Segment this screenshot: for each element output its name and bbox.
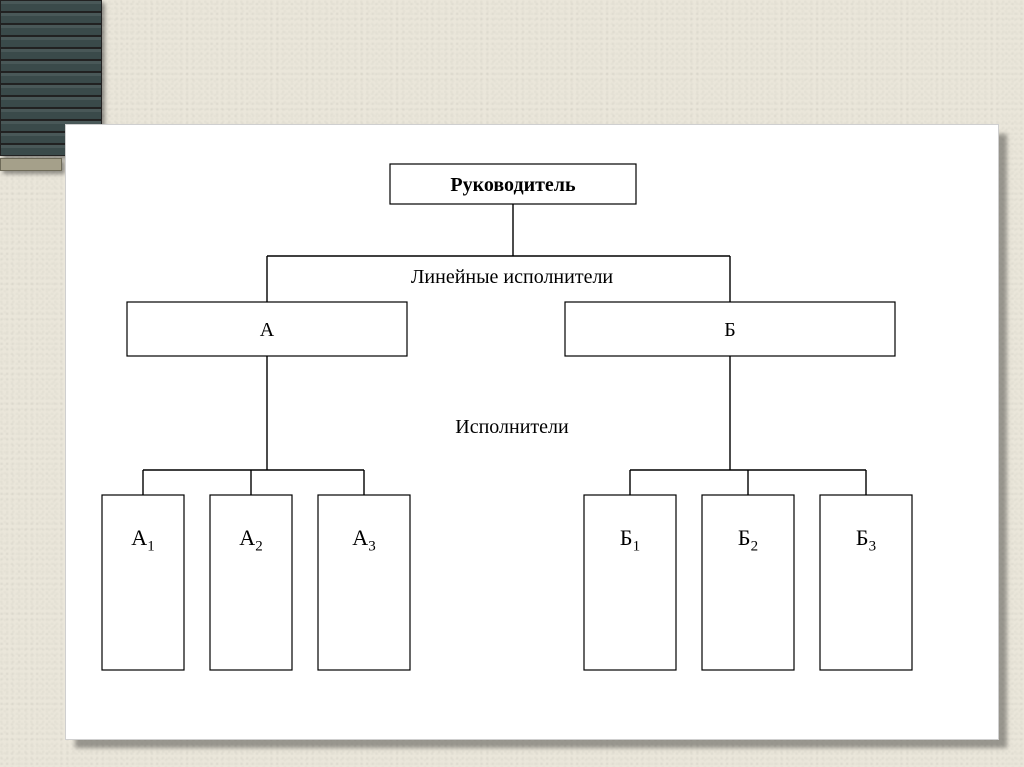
- node-A: А: [127, 302, 407, 356]
- node-label: Руководитель: [450, 174, 576, 196]
- node-label: А: [260, 319, 275, 341]
- node-A3: А3: [318, 495, 410, 670]
- section-label: Исполнители: [455, 416, 569, 438]
- node-A2: А2: [210, 495, 292, 670]
- node-B2: Б2: [702, 495, 794, 670]
- node-A1: А1: [102, 495, 184, 670]
- node-B1: Б1: [584, 495, 676, 670]
- node-B: Б: [565, 302, 895, 356]
- node-root: Руководитель: [390, 164, 636, 204]
- org-chart: Линейные исполнители Исполнители Руководит…: [0, 0, 1024, 767]
- node-B3: Б3: [820, 495, 912, 670]
- node-label: Б: [724, 319, 735, 341]
- section-label: Линейные исполнители: [411, 266, 614, 288]
